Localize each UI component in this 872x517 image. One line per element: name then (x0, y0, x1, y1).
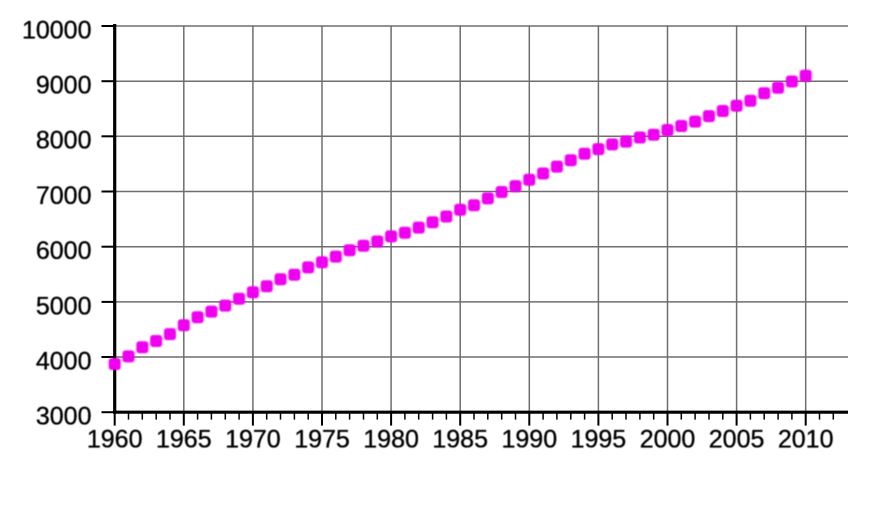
svg-text:1995: 1995 (571, 425, 627, 453)
svg-text:6000: 6000 (36, 237, 92, 265)
svg-text:9000: 9000 (36, 72, 92, 100)
svg-text:8000: 8000 (36, 127, 92, 155)
svg-text:4000: 4000 (36, 347, 92, 375)
svg-text:2010: 2010 (778, 425, 834, 453)
svg-text:1960: 1960 (87, 425, 143, 453)
svg-text:1975: 1975 (294, 425, 350, 453)
svg-text:7000: 7000 (36, 182, 92, 210)
svg-text:1985: 1985 (432, 425, 488, 453)
svg-text:5000: 5000 (36, 292, 92, 320)
svg-text:10000: 10000 (22, 16, 92, 44)
svg-text:1980: 1980 (363, 425, 419, 453)
svg-text:3000: 3000 (36, 403, 92, 431)
svg-text:2000: 2000 (640, 425, 696, 453)
svg-text:1970: 1970 (225, 425, 281, 453)
svg-text:1965: 1965 (156, 425, 212, 453)
svg-text:1990: 1990 (501, 425, 557, 453)
svg-text:2005: 2005 (709, 425, 765, 453)
